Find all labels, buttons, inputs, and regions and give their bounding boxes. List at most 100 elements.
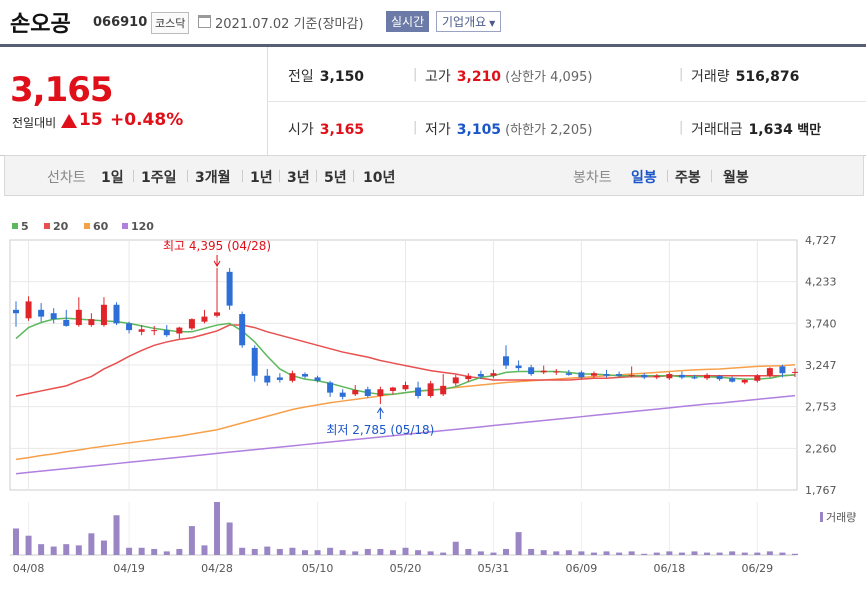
tab-separator (279, 170, 280, 182)
volume-label: 거래량 (826, 511, 856, 524)
candle-body (264, 375, 271, 383)
candle-body (590, 373, 597, 376)
date-basis: 기준(장마감) (293, 17, 364, 32)
chevron-down-icon: ▼ (489, 19, 496, 28)
candle-body (578, 372, 585, 378)
volume-bar (264, 546, 271, 555)
candle-body (289, 373, 296, 381)
volume-bar (528, 548, 535, 555)
tab-separator (711, 170, 712, 182)
volume-bar (13, 528, 19, 555)
x-tick-label: 05/10 (302, 562, 334, 575)
volume-bar (163, 551, 170, 555)
volume-bar (389, 550, 396, 555)
volume-bar (314, 550, 321, 555)
volume-bar (678, 552, 685, 555)
candle-body (13, 309, 19, 314)
tab-weekly[interactable]: 주봉 (675, 170, 701, 186)
candle-body (50, 313, 57, 320)
y-tick-label: 1,767 (805, 484, 837, 497)
y-tick-label: 2,260 (805, 442, 837, 455)
candle-body (653, 375, 660, 378)
tab-monthly[interactable]: 월봉 (723, 170, 749, 186)
volume-bar (590, 552, 597, 555)
candle-chart-label: 봉차트 (573, 170, 612, 186)
candle-body (666, 374, 673, 379)
candle-body (176, 327, 183, 334)
candle-body (427, 383, 434, 396)
candle-body (389, 387, 396, 391)
volume-bar (427, 551, 434, 555)
tab-5year[interactable]: 5년 (324, 170, 347, 186)
candle-body (741, 379, 748, 383)
candle-body (88, 319, 95, 326)
volume-bar (289, 547, 296, 555)
stock-name: 손오공 (10, 12, 71, 37)
candle-body (151, 330, 158, 332)
y-tick-label: 4,727 (805, 234, 837, 247)
volume-bar (477, 551, 484, 555)
x-tick-label: 04/28 (201, 562, 233, 575)
tab-daily[interactable]: 일봉 (631, 170, 657, 186)
date-value: 2021.07.02 (215, 17, 290, 32)
legend-ma60: 60 (84, 220, 108, 233)
stock-header: 손오공 066910 코스닥 2021.07.02 기준(장마감) 실시간 기업… (0, 0, 866, 44)
separator: | (413, 120, 418, 135)
candle-body (754, 375, 761, 381)
volume-bar (176, 548, 183, 555)
volume-bar (113, 515, 120, 555)
prev-close: 전일 3,150 (288, 69, 365, 85)
up-triangle-icon (61, 114, 77, 128)
tab-1year[interactable]: 1년 (250, 170, 273, 186)
volume-bar (50, 546, 57, 555)
realtime-button[interactable]: 실시간 (386, 11, 430, 32)
candle-body (25, 301, 32, 319)
y-tick-label: 3,247 (805, 359, 837, 372)
company-overview-dropdown[interactable]: 기업개요 ▼ (436, 11, 502, 32)
candle-body (490, 373, 497, 376)
x-tick-label: 05/20 (390, 562, 422, 575)
candle-body (201, 316, 208, 322)
high-arrow-head (213, 260, 221, 268)
volume-bar (691, 551, 698, 555)
candle-body (100, 304, 107, 326)
high-price: 고가 3,210 (상한가 4,095) (425, 69, 593, 85)
quote-row-divider (267, 101, 866, 102)
tab-separator (242, 170, 243, 182)
market-badge: 코스닥 (151, 12, 190, 34)
candle-body (792, 371, 798, 373)
candle-body (729, 378, 736, 382)
volume-bar (377, 548, 384, 555)
x-tick-label: 06/09 (566, 562, 598, 575)
volume-bar (716, 552, 723, 555)
volume-bar (628, 551, 635, 555)
tab-3month[interactable]: 3개월 (195, 170, 231, 186)
candle-body (540, 370, 547, 373)
overview-label: 기업개요 (442, 15, 487, 29)
volume-bar (126, 547, 133, 555)
volume-bar (540, 550, 547, 555)
candle-body (314, 377, 321, 381)
volume-bar (402, 547, 409, 555)
high-annotation: 최고 4,395 (04/28) (163, 239, 271, 253)
tab-3year[interactable]: 3년 (287, 170, 310, 186)
candle-body (452, 377, 459, 384)
candle-body (364, 389, 371, 396)
candle-body (352, 390, 359, 395)
tab-1week[interactable]: 1주일 (141, 170, 177, 186)
volume-bar (553, 551, 560, 555)
volume-bar (729, 551, 736, 555)
volume-bar (214, 502, 221, 555)
trade-amount: 거래대금 1,634 백만 (691, 122, 822, 138)
x-tick-label: 04/19 (113, 562, 145, 575)
header-divider (0, 44, 866, 47)
volume-bar (741, 552, 748, 555)
x-tick-label: 04/08 (13, 562, 45, 575)
calendar-icon (198, 15, 211, 28)
tab-10year[interactable]: 10년 (363, 170, 396, 186)
candle-body (38, 309, 45, 317)
volume-bar (276, 548, 283, 555)
candle-body (188, 319, 195, 329)
candle-body (339, 392, 346, 397)
tab-1day[interactable]: 1일 (101, 170, 124, 186)
